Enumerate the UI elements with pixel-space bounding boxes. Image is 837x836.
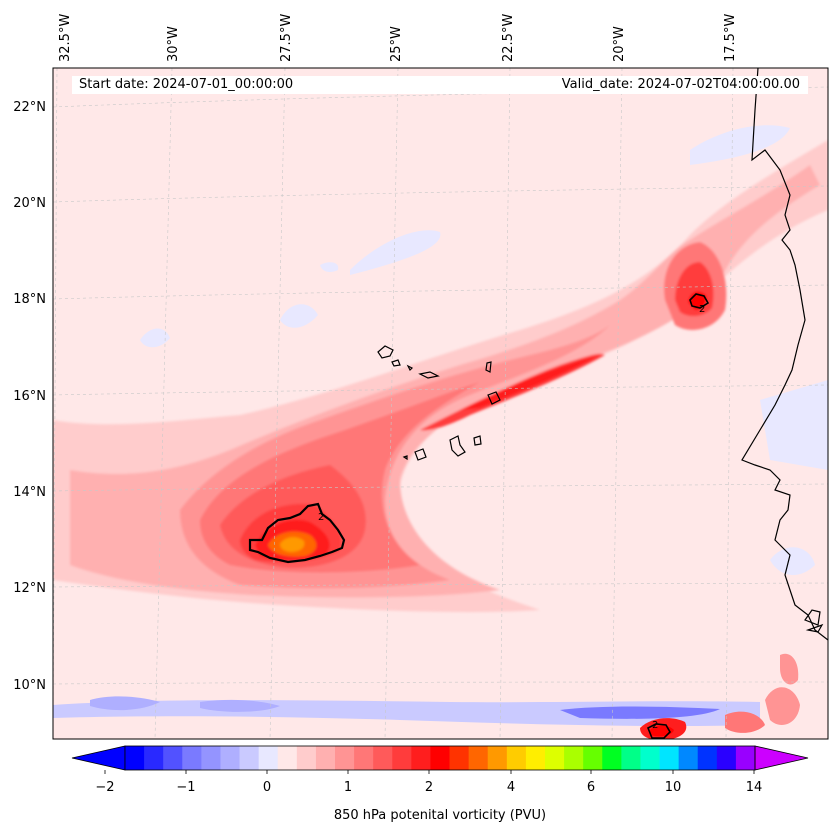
colorbar-segment xyxy=(697,746,718,770)
graticule xyxy=(53,68,828,739)
colorbar-segment xyxy=(163,746,183,770)
colorbar-segment xyxy=(621,746,641,770)
valid-date-label: Valid_date: 2024-07-02T04:00:00.00 xyxy=(561,77,800,92)
colorbar-segment xyxy=(525,746,546,770)
colorbar-segment xyxy=(392,746,412,770)
colorbar-segment xyxy=(335,746,355,770)
colorbar-segment xyxy=(716,746,737,770)
lon-tick: 27.5°W xyxy=(279,14,294,62)
colorbar-segment xyxy=(678,746,699,770)
colorbar-tick-label: −2 xyxy=(95,780,114,795)
colorbar-tick-label: −1 xyxy=(176,780,195,795)
colorbar-segment xyxy=(373,746,393,770)
contour-labels: 2 2 2 xyxy=(318,304,705,731)
colorbar-tick-label: 6 xyxy=(587,780,595,795)
colorbar-ticks xyxy=(104,770,755,774)
colorbar-tick-label: 4 xyxy=(507,780,515,795)
colorbar-segment xyxy=(411,746,431,770)
colorbar-tick-labels: −2 −1 0 1 2 4 6 10 14 xyxy=(95,780,762,795)
colorbar-tick-label: 0 xyxy=(263,780,271,795)
colorbar: −2 −1 0 1 2 4 6 10 14 xyxy=(71,745,809,795)
colorbar-segment xyxy=(602,746,622,770)
start-date-label: Start date: 2024-07-01_00:00:00 xyxy=(79,77,294,92)
negative-pv-patches xyxy=(140,125,828,576)
colorbar-frame xyxy=(124,745,756,771)
colorbar-segment xyxy=(144,746,164,770)
colorbar-segment xyxy=(201,746,221,770)
lat-tick: 20°N xyxy=(13,196,46,211)
colorbar-segment xyxy=(564,746,584,770)
colorbar-segment xyxy=(487,746,508,770)
svg-text:2: 2 xyxy=(318,512,324,523)
colorbar-segment xyxy=(468,746,489,770)
colorbar-segment xyxy=(583,746,603,770)
colorbar-segment xyxy=(315,746,336,770)
colorbar-segments xyxy=(125,746,756,770)
latitude-tick-labels: 22°N 20°N 18°N 16°N 14°N 12°N 10°N xyxy=(13,100,46,693)
colorbar-tick-label: 1 xyxy=(344,780,352,795)
colorbar-segment xyxy=(239,746,260,770)
lon-tick: 20°W xyxy=(612,26,627,62)
colorbar-tick-label: 14 xyxy=(746,780,763,795)
colorbar-segment xyxy=(296,746,317,770)
colorbar-segment xyxy=(125,746,145,770)
lon-tick: 17.5°W xyxy=(723,14,738,62)
colorbar-segment xyxy=(430,746,450,770)
colorbar-segment xyxy=(506,746,527,770)
colorbar-segment xyxy=(640,746,660,770)
lon-tick: 25°W xyxy=(389,26,404,62)
date-info-box: Start date: 2024-07-01_00:00:00 Valid_da… xyxy=(72,76,808,94)
map-area: 2 2 2 xyxy=(53,68,828,739)
lon-tick: 32.5°W xyxy=(58,14,73,62)
lat-tick: 14°N xyxy=(13,485,46,500)
lat-tick: 22°N xyxy=(13,100,46,115)
coastline xyxy=(741,68,828,641)
pv-2-contour xyxy=(248,293,710,739)
lat-tick: 16°N xyxy=(13,389,46,404)
lat-tick: 10°N xyxy=(13,678,46,693)
map-frame xyxy=(52,67,829,740)
colorbar-over-arrow xyxy=(754,745,809,771)
colorbar-tick-label: 2 xyxy=(425,780,433,795)
southern-negative-pv-strip xyxy=(53,696,760,727)
colorbar-label: 850 hPa potenital vorticity (PVU) xyxy=(333,808,547,823)
colorbar-segment xyxy=(182,746,202,770)
colorbar-segment xyxy=(258,746,279,770)
colorbar-tick-label: 10 xyxy=(665,780,682,795)
longitude-tick-labels: 32.5°W 30°W 27.5°W 25°W 22.5°W 20°W 17.5… xyxy=(58,14,738,62)
colorbar-segment xyxy=(354,746,374,770)
cabo-verde-islands xyxy=(377,345,501,461)
lon-tick: 22.5°W xyxy=(501,14,516,62)
svg-text:2: 2 xyxy=(652,720,658,731)
lon-tick: 30°W xyxy=(166,26,181,62)
colorbar-segment xyxy=(449,746,470,770)
lat-tick: 12°N xyxy=(13,581,46,596)
colorbar-segment xyxy=(277,746,298,770)
colorbar-under-arrow xyxy=(71,745,126,771)
lat-tick: 18°N xyxy=(13,292,46,307)
svg-text:2: 2 xyxy=(699,304,705,315)
colorbar-segment xyxy=(545,746,565,770)
colorbar-segment xyxy=(659,746,680,770)
colorbar-segment xyxy=(220,746,240,770)
colorbar-segment xyxy=(735,746,756,770)
